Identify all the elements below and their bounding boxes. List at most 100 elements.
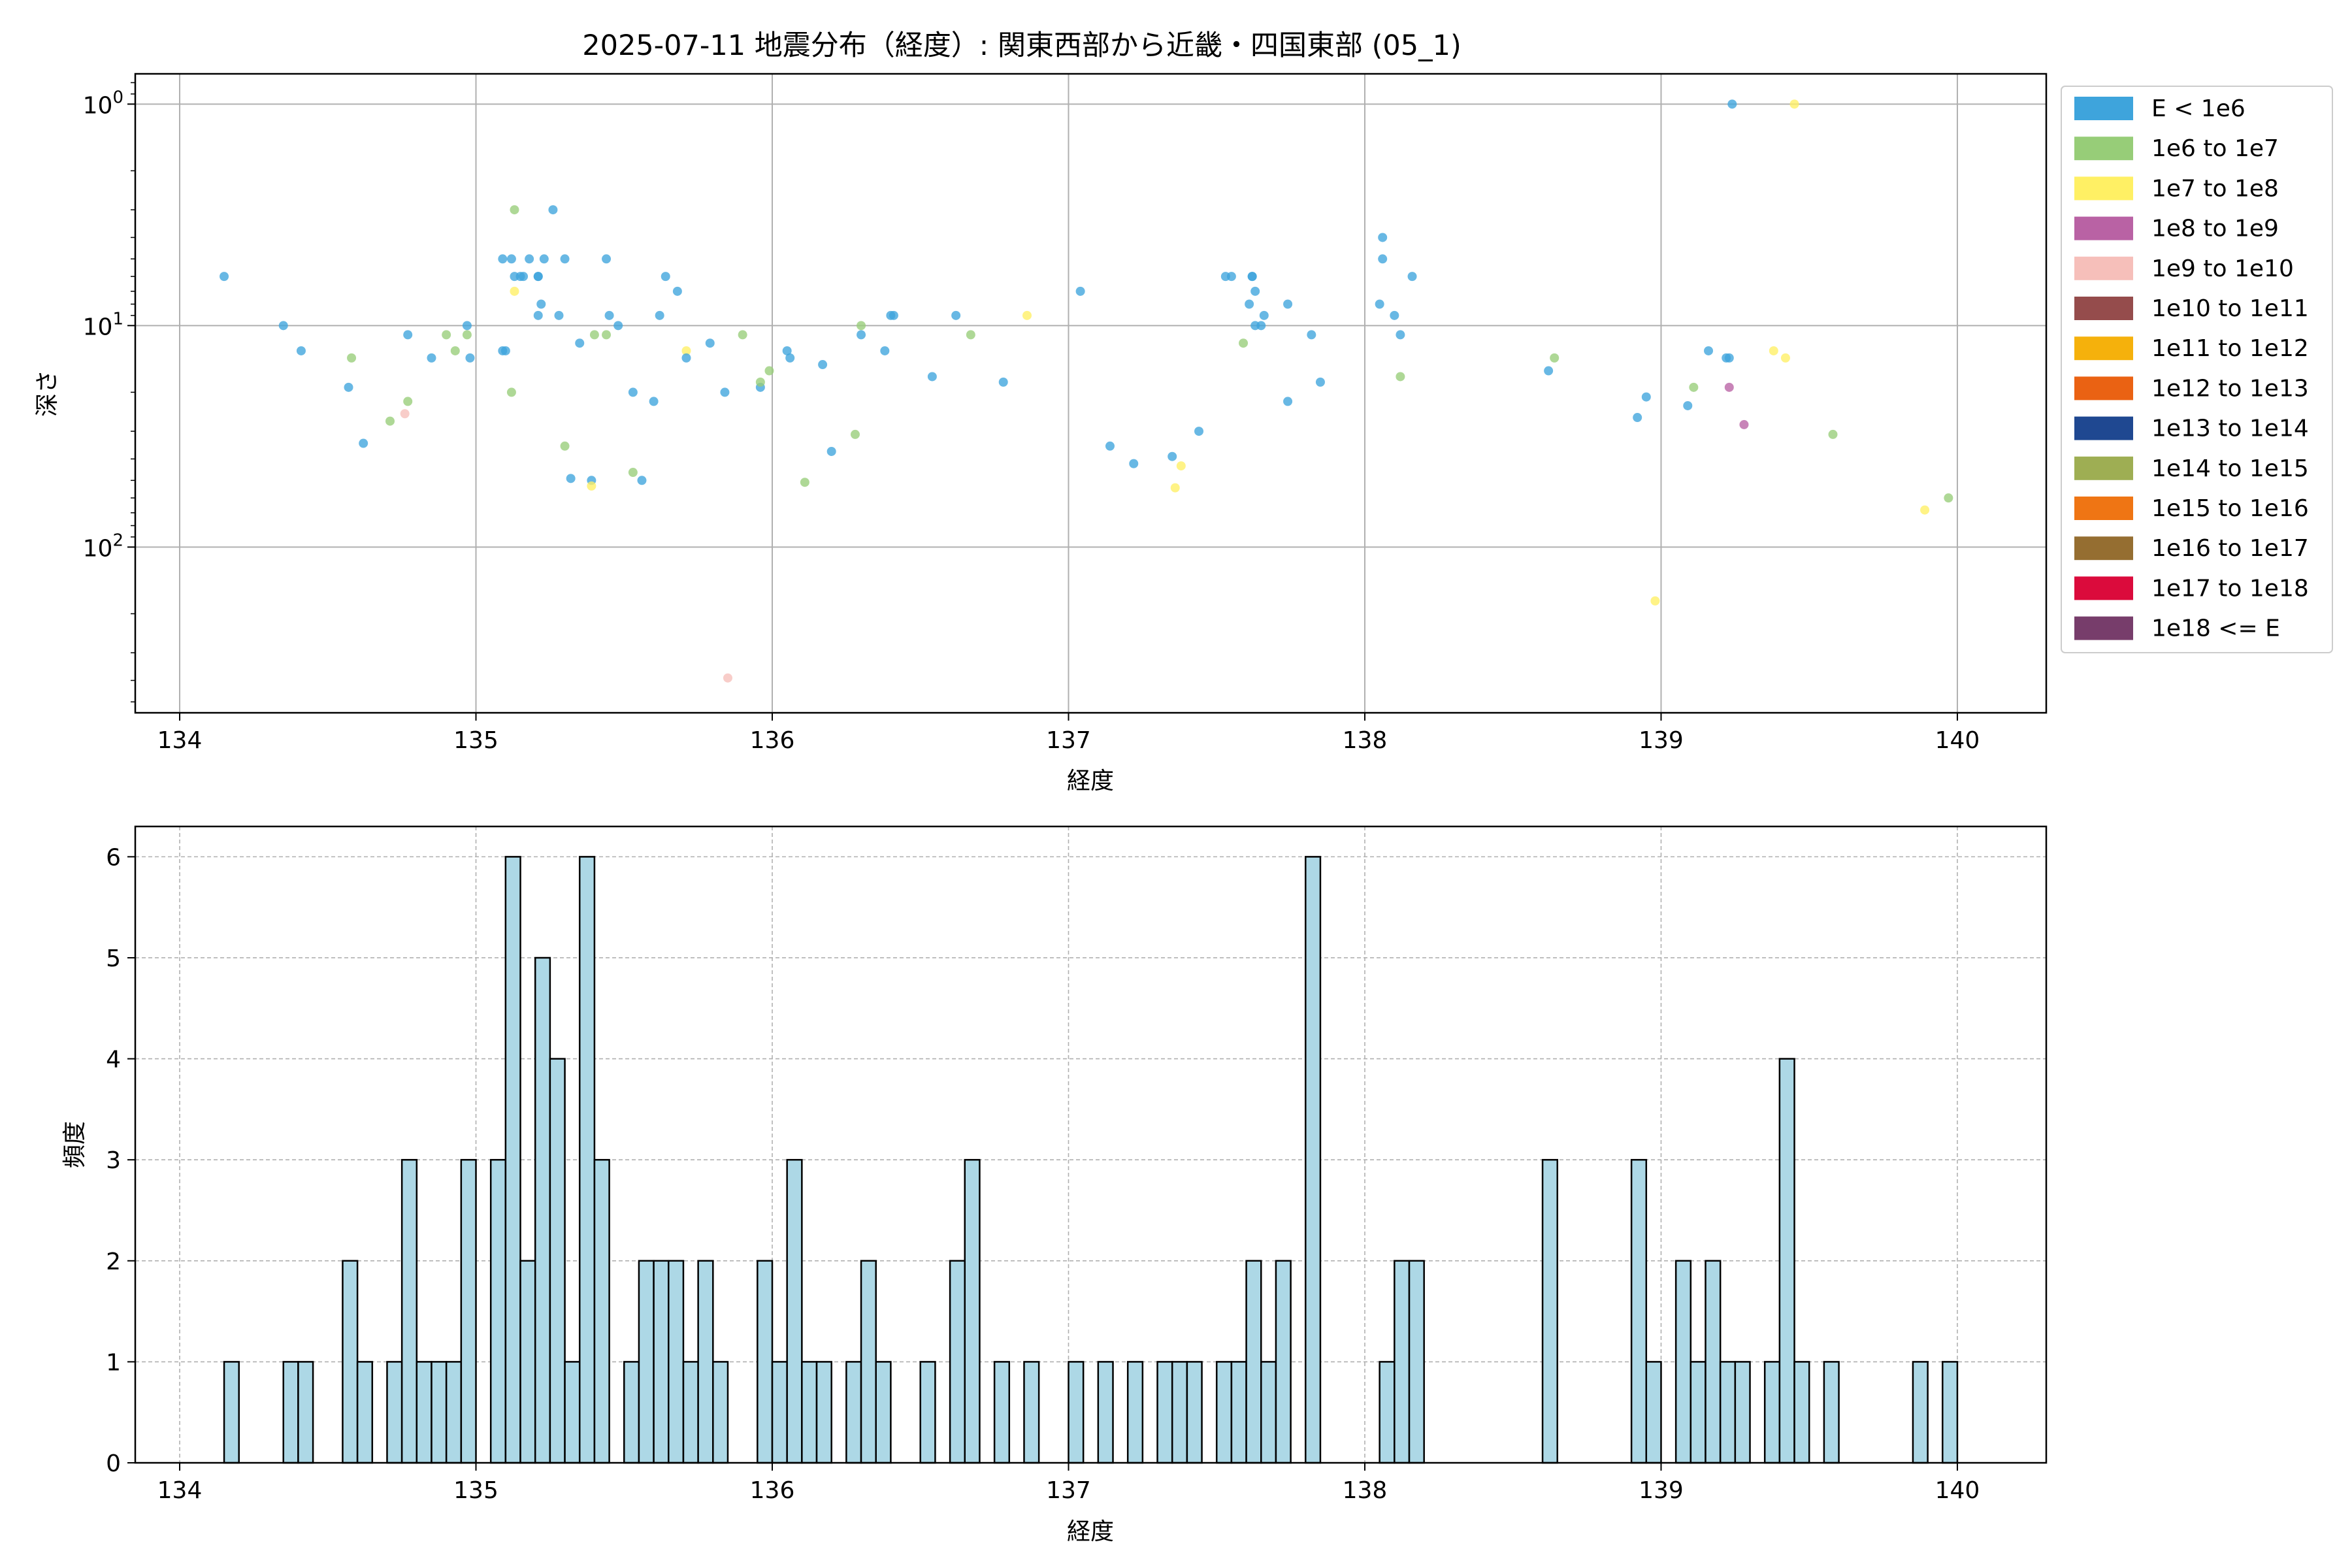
scatter-point — [998, 377, 1008, 387]
scatter-point — [1378, 233, 1388, 242]
histogram-bar — [534, 956, 551, 1464]
scatter-point — [1022, 310, 1032, 320]
histogram-bar — [623, 1361, 640, 1464]
scatter-point — [1250, 286, 1260, 296]
histogram-bar — [593, 1158, 610, 1464]
histogram-x-tick-label: 138 — [1343, 1477, 1388, 1504]
scatter-point — [628, 468, 638, 478]
scatter-x-tick-label: 136 — [750, 727, 795, 754]
histogram-bar — [1719, 1361, 1737, 1464]
scatter-point — [1247, 272, 1257, 282]
histogram-bar — [1690, 1361, 1707, 1464]
scatter-point — [628, 387, 638, 397]
histogram-bars — [223, 856, 1959, 1464]
histogram-bar — [1379, 1361, 1396, 1464]
scatter-point — [539, 254, 549, 264]
scatter-point — [220, 272, 229, 282]
scatter-point — [1283, 397, 1293, 406]
legend-label: 1e12 to 1e13 — [2151, 375, 2309, 402]
histogram-x-tick-label: 140 — [1935, 1477, 1980, 1504]
legend-swatch — [2074, 97, 2133, 120]
scatter-point — [1780, 353, 1790, 363]
scatter-point — [826, 446, 836, 456]
histogram-bar — [1645, 1361, 1662, 1464]
scatter-point — [1239, 338, 1249, 348]
histogram-bar — [445, 1361, 463, 1464]
scatter-point — [536, 299, 546, 309]
scatter-point — [506, 254, 516, 264]
legend-swatch — [2074, 416, 2133, 440]
histogram-bar — [1275, 1260, 1292, 1464]
scatter-point — [1789, 99, 1799, 109]
scatter-point — [951, 310, 961, 320]
histogram-bar — [282, 1361, 299, 1464]
histogram-bar — [519, 1260, 536, 1464]
scatter-point — [506, 387, 516, 397]
scatter-point — [1727, 99, 1737, 109]
histogram-axes-frame — [134, 825, 2048, 1464]
histogram-bar — [489, 1158, 507, 1464]
scatter-point — [880, 346, 890, 355]
histogram-bar — [1763, 1361, 1781, 1464]
histogram-bar — [342, 1260, 359, 1464]
scatter-point — [1739, 419, 1749, 429]
scatter-x-tick-label: 139 — [1639, 727, 1684, 754]
histogram-bar — [815, 1361, 832, 1464]
histogram-bar — [1674, 1260, 1692, 1464]
histogram: 134 135 136 137 138 139 140 0 1 2 3 4 5 6 経度 頻度 — [61, 825, 2048, 1545]
scatter-point — [1920, 505, 1930, 515]
scatter-point — [613, 321, 623, 331]
histogram-bar — [386, 1361, 403, 1464]
histogram-bar — [993, 1361, 1011, 1464]
histogram-bar — [964, 1158, 981, 1464]
scatter-point — [785, 353, 795, 363]
scatter-point — [1176, 461, 1186, 471]
histogram-bar — [1156, 1361, 1173, 1464]
scatter-point — [400, 409, 410, 419]
scatter-point — [720, 387, 730, 397]
scatter-point — [465, 353, 475, 363]
scatter-y-tick-exponent: 0 — [112, 88, 123, 107]
scatter-point — [602, 254, 612, 264]
histogram-bar — [1215, 1361, 1233, 1464]
histogram-bar — [1245, 1260, 1262, 1464]
scatter-x-tick-label: 138 — [1343, 727, 1388, 754]
histogram-bar — [786, 1158, 803, 1464]
scatter-point — [655, 310, 664, 320]
scatter-point — [344, 382, 353, 392]
scatter-point — [1307, 330, 1316, 340]
histogram-bar — [875, 1361, 892, 1464]
histogram-bar — [845, 1361, 862, 1464]
scatter-point — [1168, 451, 1177, 461]
scatter-point — [548, 205, 558, 215]
scatter-point — [347, 353, 357, 363]
histogram-bar — [949, 1260, 966, 1464]
histogram-bar — [801, 1361, 818, 1464]
scatter-point — [1075, 286, 1085, 296]
histogram-bar — [1126, 1361, 1144, 1464]
histogram-bar — [1942, 1361, 1959, 1464]
legend-swatch — [2074, 497, 2133, 520]
histogram-x-tick-label: 137 — [1046, 1477, 1091, 1504]
histogram-x-ticks: 134 135 136 137 138 139 140 — [157, 1463, 1980, 1504]
histogram-y-tick-label: 1 — [106, 1349, 121, 1376]
scatter-point — [927, 372, 937, 382]
scatter-point — [589, 330, 599, 340]
legend-swatch — [2074, 576, 2133, 600]
scatter-x-tick-label: 137 — [1046, 727, 1091, 754]
scatter-point — [889, 310, 898, 320]
legend-label: 1e6 to 1e7 — [2151, 135, 2279, 162]
scatter-point — [681, 353, 691, 363]
scatter-point — [755, 377, 765, 387]
legend-label: 1e9 to 1e10 — [2151, 255, 2294, 282]
scatter-point — [462, 321, 472, 331]
histogram-bar — [356, 1361, 374, 1464]
scatter-point — [1724, 382, 1734, 392]
scatter-point — [533, 272, 543, 282]
scatter-point — [850, 429, 860, 439]
scatter-point — [296, 346, 306, 355]
scatter-y-axis-label: 深さ — [34, 370, 61, 417]
scatter-y-tick-exponent: 2 — [112, 531, 123, 550]
